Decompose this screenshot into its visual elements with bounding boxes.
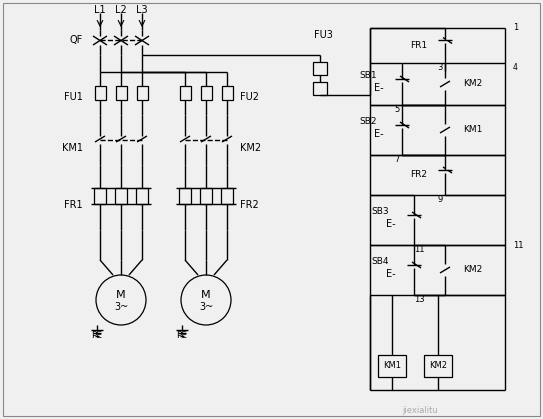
Text: L1: L1 <box>94 5 106 15</box>
Bar <box>200 86 212 101</box>
Text: FU1: FU1 <box>64 92 83 102</box>
Text: E-: E- <box>374 129 384 139</box>
Bar <box>136 86 148 101</box>
Text: 13: 13 <box>414 295 424 305</box>
Text: PE: PE <box>176 331 187 339</box>
Text: KM2: KM2 <box>429 362 447 370</box>
Bar <box>221 189 233 204</box>
Text: M: M <box>201 290 211 300</box>
Text: KM1: KM1 <box>463 126 482 134</box>
Text: 4: 4 <box>513 64 518 72</box>
Text: FU3: FU3 <box>313 30 332 40</box>
Text: L3: L3 <box>136 5 148 15</box>
Text: 1: 1 <box>513 23 518 33</box>
Text: KM2: KM2 <box>463 266 482 274</box>
Bar <box>222 86 232 101</box>
Text: 3: 3 <box>437 64 443 72</box>
Text: E-: E- <box>387 219 396 229</box>
Text: FU2: FU2 <box>240 92 259 102</box>
Bar <box>179 189 191 204</box>
Text: SB1: SB1 <box>359 72 377 80</box>
Text: KM2: KM2 <box>463 80 482 88</box>
Text: E-: E- <box>387 269 396 279</box>
Text: jiexialitu: jiexialitu <box>402 406 438 414</box>
Text: SB2: SB2 <box>359 117 377 127</box>
Text: KM1: KM1 <box>383 362 401 370</box>
Bar <box>424 355 452 377</box>
Text: FR2: FR2 <box>410 171 427 179</box>
Text: 3~: 3~ <box>199 302 213 312</box>
Text: M: M <box>116 290 126 300</box>
Bar <box>180 86 191 101</box>
Text: 7: 7 <box>394 155 400 165</box>
Text: KM2: KM2 <box>240 143 261 153</box>
Text: 5: 5 <box>394 106 400 114</box>
Bar <box>313 62 327 75</box>
Text: L2: L2 <box>115 5 127 15</box>
Text: FR1: FR1 <box>65 200 83 210</box>
Bar <box>116 86 127 101</box>
Bar <box>313 82 327 95</box>
Text: E-: E- <box>374 83 384 93</box>
Text: PE: PE <box>92 331 103 339</box>
Bar <box>378 355 406 377</box>
Bar <box>136 189 148 204</box>
Bar <box>94 189 106 204</box>
Text: SB4: SB4 <box>371 258 389 266</box>
Bar <box>115 189 127 204</box>
Bar <box>94 86 105 101</box>
Text: FR2: FR2 <box>240 200 259 210</box>
Text: 9: 9 <box>437 196 443 204</box>
Text: 11: 11 <box>414 246 424 254</box>
Text: QF: QF <box>70 35 83 45</box>
Bar <box>200 189 212 204</box>
Text: 3~: 3~ <box>114 302 128 312</box>
Text: SB3: SB3 <box>371 207 389 217</box>
Text: FR1: FR1 <box>410 41 427 49</box>
Text: 11: 11 <box>513 241 523 249</box>
Text: KM1: KM1 <box>62 143 83 153</box>
